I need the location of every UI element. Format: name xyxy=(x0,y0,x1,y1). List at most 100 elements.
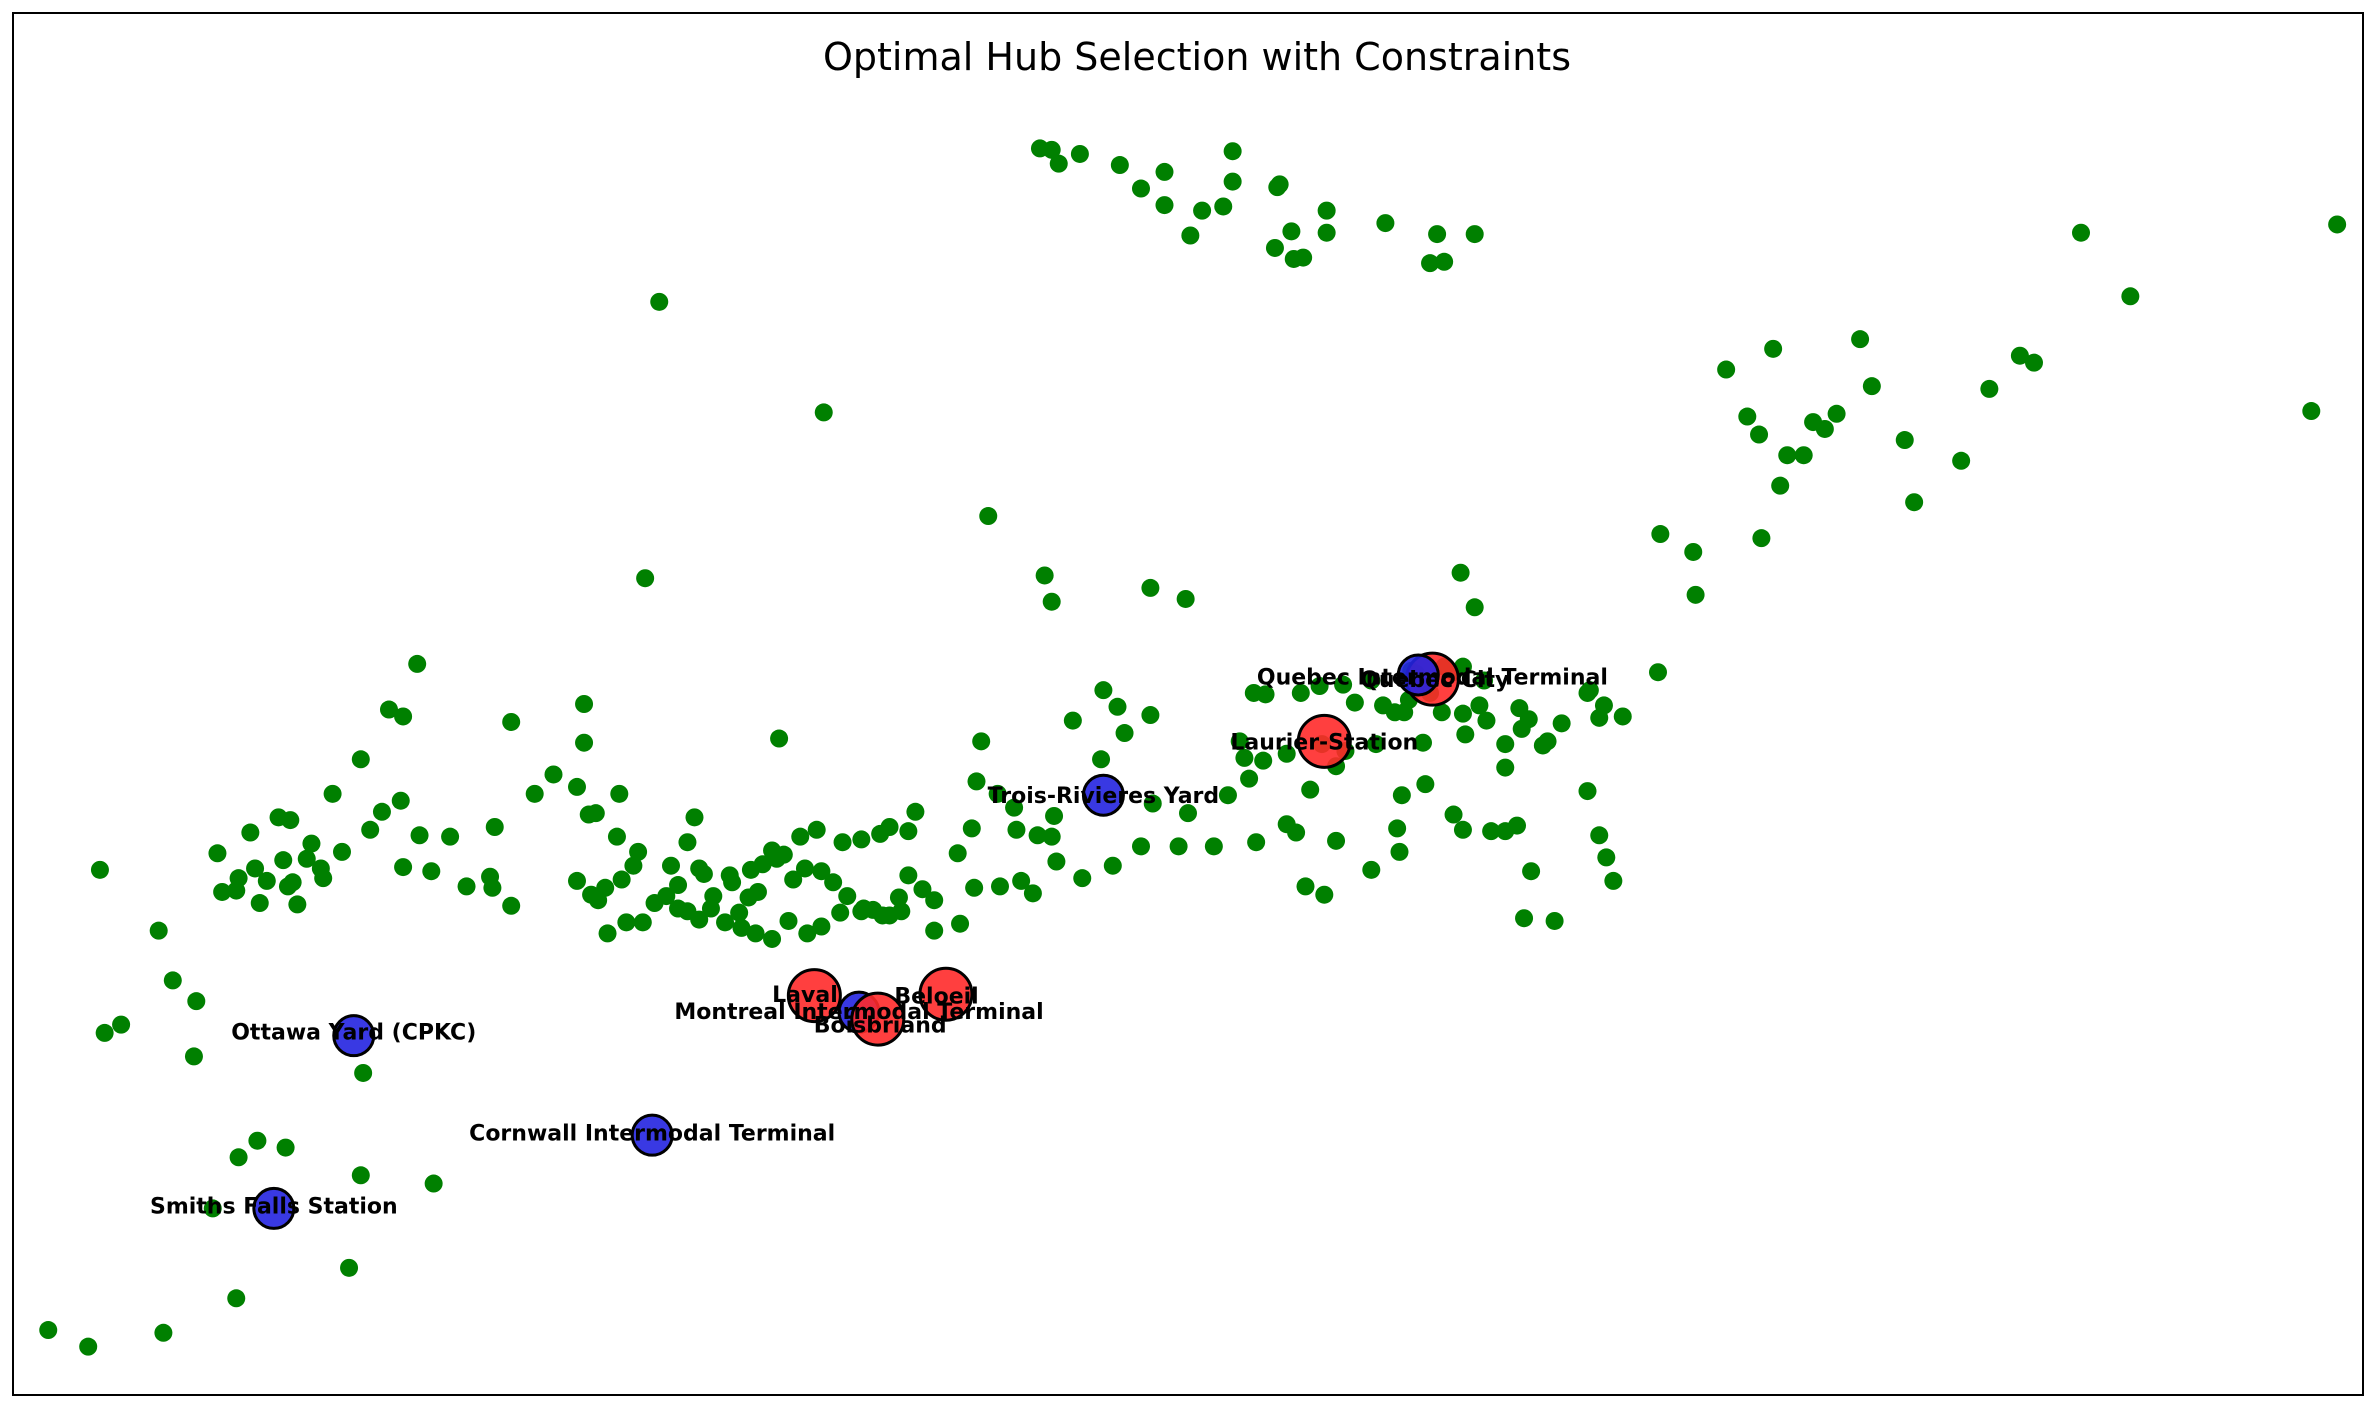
node-point xyxy=(1362,671,1381,690)
node-point xyxy=(746,924,765,943)
node-point xyxy=(753,855,772,874)
node-point xyxy=(1094,681,1113,700)
node-point xyxy=(1179,804,1197,823)
node-point xyxy=(812,917,831,936)
node-point xyxy=(629,842,648,861)
node-point xyxy=(598,924,617,943)
node-point xyxy=(586,804,605,823)
node-point xyxy=(1108,697,1127,716)
node-point xyxy=(1063,711,1082,730)
node-point xyxy=(1477,711,1496,730)
node-point xyxy=(481,867,500,886)
node-point xyxy=(1317,201,1336,220)
node-point xyxy=(1395,703,1414,722)
node-point xyxy=(1103,856,1122,875)
node-point xyxy=(276,1138,295,1157)
node-point xyxy=(925,891,944,910)
node-point xyxy=(720,866,739,885)
node-point xyxy=(1794,446,1813,465)
node-point xyxy=(1771,476,1790,495)
node-point xyxy=(441,827,460,846)
hub-label: Smiths Falls Station xyxy=(150,1195,398,1220)
node-point xyxy=(281,811,300,830)
node-point xyxy=(568,777,586,796)
node-point xyxy=(354,1063,373,1082)
node-point xyxy=(184,1047,203,1066)
node-point xyxy=(669,899,688,918)
node-point xyxy=(39,1321,58,1340)
node-point xyxy=(1035,566,1054,585)
node-point xyxy=(1613,707,1632,726)
node-point xyxy=(1465,225,1484,244)
node-point xyxy=(880,817,899,836)
node-point xyxy=(1717,360,1736,379)
node-point xyxy=(1980,379,1999,398)
node-point xyxy=(690,859,709,878)
node-point xyxy=(812,862,831,881)
node-point xyxy=(913,880,932,899)
red-hub-point xyxy=(786,968,842,1024)
node-point xyxy=(1952,451,1971,470)
node-point xyxy=(1132,179,1150,198)
node-point xyxy=(1590,826,1609,845)
node-point xyxy=(1291,683,1310,702)
node-point xyxy=(1684,542,1703,561)
node-point xyxy=(163,971,182,990)
node-point xyxy=(610,784,629,803)
hub-label: Beloeil xyxy=(894,985,978,1010)
node-point xyxy=(1538,732,1557,751)
node-point xyxy=(1815,419,1834,438)
node-point xyxy=(1414,733,1432,752)
node-point xyxy=(824,873,843,892)
node-point xyxy=(1649,663,1667,682)
node-point xyxy=(965,878,984,897)
node-point xyxy=(410,826,429,845)
node-point xyxy=(323,784,342,803)
node-point xyxy=(1390,842,1409,861)
node-point xyxy=(1686,585,1705,604)
node-point xyxy=(1578,782,1597,801)
node-point xyxy=(361,820,380,839)
node-point xyxy=(1023,884,1042,903)
node-point xyxy=(2010,346,2029,365)
node-point xyxy=(607,827,626,846)
node-point xyxy=(1456,725,1475,744)
node-point xyxy=(227,881,246,900)
node-point xyxy=(814,403,833,422)
node-point xyxy=(525,784,544,803)
node-point xyxy=(1155,162,1174,181)
node-point xyxy=(962,819,981,838)
node-point xyxy=(669,876,688,895)
node-point xyxy=(1862,377,1881,396)
node-point xyxy=(831,903,850,922)
node-point xyxy=(1169,837,1188,856)
hub-label: Montreal Intermodal Terminal xyxy=(674,1000,1043,1025)
node-point xyxy=(784,870,803,889)
node-point xyxy=(1315,885,1334,904)
node-point xyxy=(1362,860,1381,879)
node-point xyxy=(633,913,652,932)
node-point xyxy=(951,914,970,933)
node-point xyxy=(394,858,413,877)
node-point xyxy=(208,844,227,863)
hub-label: Trois-Rivieres Yard xyxy=(988,784,1219,809)
node-point xyxy=(1421,254,1440,273)
node-point xyxy=(1428,225,1447,244)
node-point xyxy=(1005,798,1024,817)
node-point xyxy=(1580,681,1599,700)
node-point xyxy=(79,1337,98,1356)
node-point xyxy=(1042,140,1061,159)
red-hub-point xyxy=(918,966,974,1022)
node-point xyxy=(575,733,594,752)
node-point xyxy=(704,887,723,906)
hub-label: Quebec Intermodal Terminal xyxy=(1257,665,1608,690)
node-point xyxy=(154,1323,173,1342)
node-point xyxy=(1284,249,1303,268)
node-point xyxy=(1416,775,1435,794)
node-point xyxy=(1317,223,1336,242)
chart-title: Optimal Hub Selection with Constraints xyxy=(823,35,1571,79)
node-point xyxy=(248,1131,267,1150)
node-point xyxy=(833,833,852,852)
node-point xyxy=(795,859,814,878)
